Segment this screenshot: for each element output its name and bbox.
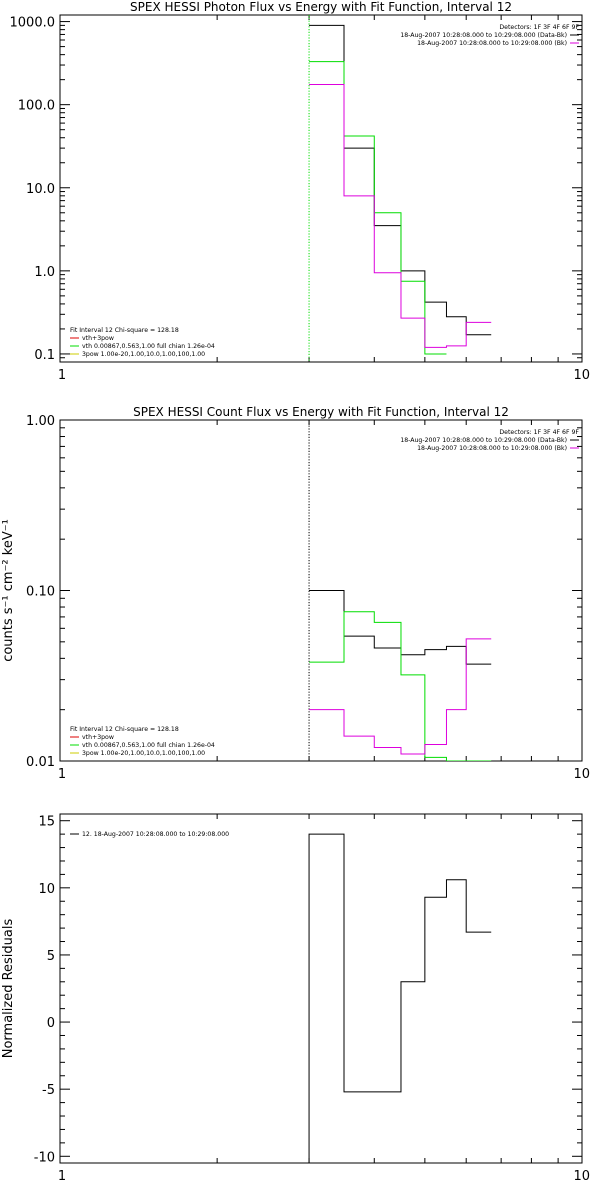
legend-entry: 18-Aug-2007 10:28:08.000 to 10:29:08.000… bbox=[417, 445, 567, 452]
y-tick-label: 0.1 bbox=[34, 348, 55, 363]
x-tick-label: 1 bbox=[58, 368, 66, 383]
chart-panel-2: SPEX HESSI Count Flux vs Energy with Fit… bbox=[1, 405, 590, 782]
legend-entry: 12. 18-Aug-2007 10:28:08.000 to 10:29:08… bbox=[82, 831, 229, 838]
plot-frame bbox=[59, 14, 583, 363]
legend-entry: 3pow 1.00e-20,1.00,10.0,1.00,100,1.00 bbox=[82, 750, 205, 757]
chart-panel-3: 15 10 5 0 -5 -101 10 Normalized Residuals 12. 18… bbox=[1, 813, 590, 1184]
x-tick-label: 1 bbox=[58, 767, 66, 782]
y-tick-label: 1.00 bbox=[26, 414, 55, 429]
y-tick-label: 5 bbox=[47, 949, 55, 964]
y-tick-label: 0.01 bbox=[26, 755, 55, 770]
y-axis-label: counts s⁻¹ cm⁻² keV⁻¹ bbox=[1, 519, 16, 662]
series-step-line-2 bbox=[309, 61, 447, 355]
series-step-line-1 bbox=[309, 590, 492, 665]
y-tick-label: 0 bbox=[47, 1016, 55, 1031]
legend-entry: 18-Aug-2007 10:28:08.000 to 10:29:08.000… bbox=[400, 32, 567, 39]
chart-panel-1: SPEX HESSI Photon Flux vs Energy with Fi… bbox=[10, 0, 591, 383]
y-tick-label: -5 bbox=[42, 1083, 55, 1098]
legend-entry: Fit Interval 12 Chi-square = 128.18 bbox=[70, 327, 179, 334]
chart-title: SPEX HESSI Count Flux vs Energy with Fit… bbox=[133, 405, 509, 419]
y-tick-label: 1.0 bbox=[34, 265, 55, 280]
series-step-line-3 bbox=[309, 638, 492, 755]
y-tick-label: -10 bbox=[34, 1150, 55, 1165]
y-tick-label: 0.10 bbox=[26, 585, 55, 600]
legend-entry: 3pow 1.00e-20,1.00,10.0,1.00,100,1.00 bbox=[82, 351, 205, 358]
x-tick-label: 10 bbox=[573, 1169, 590, 1184]
chart-title: SPEX HESSI Photon Flux vs Energy with Fi… bbox=[130, 0, 512, 14]
x-tick-label: 10 bbox=[573, 368, 590, 383]
y-tick-label: 100.0 bbox=[18, 99, 55, 114]
y-tick-label: 10 bbox=[38, 882, 55, 897]
legend-entry: Detectors: 1F 3F 4F 6F 9F bbox=[499, 429, 579, 436]
data-layer bbox=[308, 833, 492, 1163]
series-step-line-1 bbox=[309, 24, 492, 336]
legend-entry: vth+3pow bbox=[82, 734, 114, 741]
legend-entry: 18-Aug-2007 10:28:08.000 to 10:29:08.000… bbox=[400, 437, 567, 444]
y-tick-label: 10.0 bbox=[26, 182, 55, 197]
plot-frame bbox=[59, 813, 583, 1164]
y-tick-label: 15 bbox=[38, 815, 55, 830]
data-layer bbox=[308, 420, 492, 761]
x-tick-label: 10 bbox=[573, 767, 590, 782]
data-layer bbox=[308, 15, 492, 362]
legend-entry: vth+3pow bbox=[82, 335, 114, 342]
y-axis-label: Normalized Residuals bbox=[1, 919, 16, 1059]
series-step-line-3 bbox=[309, 83, 492, 348]
legend-entry: Fit Interval 12 Chi-square = 128.18 bbox=[70, 726, 179, 733]
legend-entry: Detectors: 1F 3F 4F 6F 9F bbox=[499, 24, 579, 31]
series-step-line-1 bbox=[308, 833, 492, 1163]
series-step-line-2 bbox=[309, 611, 492, 761]
legend-entry: vth 0.00867,0.563,1.00 full chian 1.26e-… bbox=[82, 742, 215, 749]
legend-entry: vth 0.00867,0.563,1.00 full chian 1.26e-… bbox=[82, 343, 215, 350]
y-tick-label: 1000.0 bbox=[10, 16, 56, 31]
legend-entry: 18-Aug-2007 10:28:08.000 to 10:29:08.000… bbox=[417, 40, 567, 47]
x-tick-label: 1 bbox=[58, 1169, 66, 1184]
